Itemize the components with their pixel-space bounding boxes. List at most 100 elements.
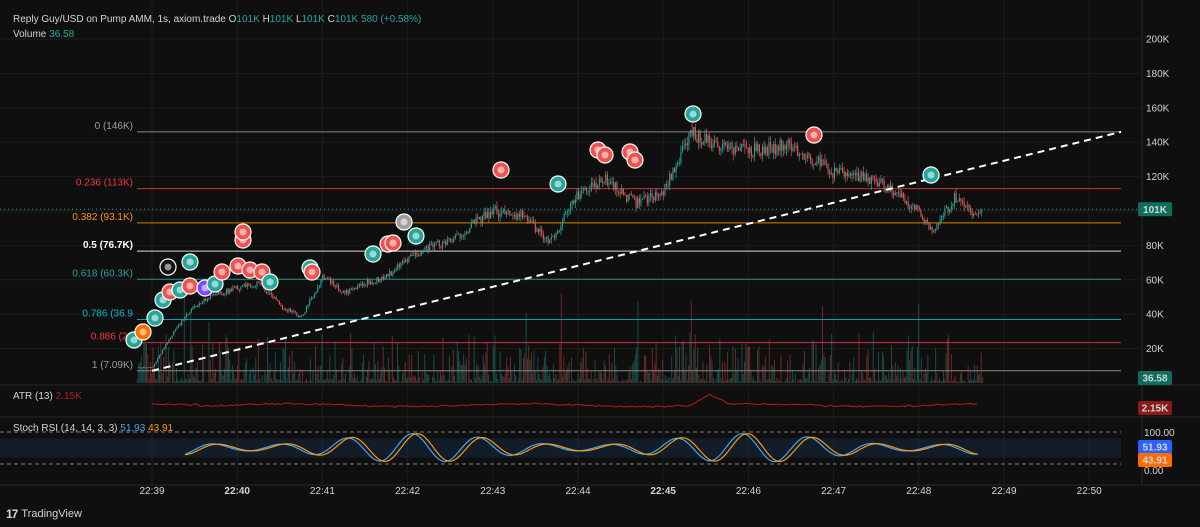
volume-bar (298, 373, 300, 383)
volume-bar (277, 379, 279, 383)
candle-body (341, 292, 343, 293)
volume-bar (400, 380, 402, 383)
volume-bar (235, 378, 237, 383)
volume-bar (823, 353, 825, 383)
volume-bar (931, 376, 933, 383)
volume-bar (662, 359, 664, 383)
candle-body (925, 219, 927, 223)
volume-bar (255, 357, 257, 383)
candle-body (170, 338, 172, 340)
candle-body (853, 172, 855, 174)
candle-body (822, 159, 824, 161)
volume-bar (196, 361, 198, 383)
candle-body (558, 230, 560, 232)
volume-bar (202, 344, 203, 383)
volume-bar (159, 369, 160, 383)
volume-bar (177, 378, 179, 383)
candle-body (614, 182, 616, 190)
volume-bar (527, 359, 528, 383)
volume-bar (605, 365, 606, 383)
volume-bar (387, 357, 389, 383)
volume-bar (651, 348, 653, 383)
volume-bar (727, 352, 729, 383)
volume-bar (616, 375, 618, 383)
tradingview-logo[interactable]: 17 TradingView (6, 507, 82, 521)
volume-bar (456, 341, 458, 383)
volume-bar (215, 368, 216, 383)
volume-bar (403, 371, 405, 383)
price-tick-label: 140K (1146, 138, 1170, 149)
volume-bar (715, 379, 717, 383)
volume-bar (446, 380, 448, 383)
candle-body (254, 286, 256, 288)
atr-legend[interactable]: ATR (13) 2.15K (13, 391, 82, 402)
candle-body (976, 213, 978, 215)
volume-bar (815, 344, 817, 383)
candle-body (246, 283, 248, 287)
volume-bar (911, 345, 913, 383)
volume-bar (780, 355, 782, 383)
candle-body (419, 254, 421, 256)
volume-bar (251, 380, 253, 383)
candle-body (470, 222, 472, 229)
candle-body (605, 174, 607, 182)
candle-body (693, 127, 695, 136)
candle-body (619, 192, 621, 195)
volume-bar (529, 360, 531, 383)
candle-body (816, 161, 818, 165)
candle-body (707, 135, 709, 143)
volume-bar (229, 359, 231, 383)
candle-body (581, 190, 583, 195)
candle-body (464, 233, 466, 236)
candle-body (328, 277, 330, 279)
volume-bar (607, 377, 609, 383)
candle-body (814, 164, 816, 165)
candle-body (259, 282, 261, 284)
candle-body (634, 197, 636, 199)
volume-bar (541, 379, 543, 383)
volume-bar (485, 352, 487, 383)
candle-body (819, 156, 821, 167)
candle-body (722, 143, 724, 149)
candle-body (334, 286, 336, 288)
volume-bar (650, 380, 652, 383)
volume-bar (677, 375, 679, 383)
candle-body (480, 217, 482, 223)
candle-body (238, 289, 240, 291)
volume-bar (642, 381, 644, 383)
volume-bar (913, 379, 914, 383)
volume-bar (187, 374, 189, 383)
volume-bar (378, 378, 380, 383)
candle-body (848, 173, 850, 177)
candle-body (566, 211, 568, 213)
candle-body (909, 207, 911, 209)
candle-body (768, 142, 770, 156)
volume-bar (640, 381, 641, 383)
volume-bar (274, 352, 276, 383)
volume-bar (147, 354, 149, 383)
volume-bar (309, 358, 311, 383)
candle-body (846, 172, 848, 177)
volume-bar (425, 372, 427, 383)
volume-bar (649, 372, 651, 383)
volume-bar (332, 379, 333, 383)
trade-marker-icon-core (554, 180, 562, 188)
volume-bar (433, 354, 435, 383)
volume-bar (325, 378, 327, 383)
volume-bar (865, 380, 866, 383)
volume-bar (224, 368, 225, 383)
candle-body (163, 348, 165, 350)
candle-body (326, 277, 328, 279)
symbol-title[interactable]: Reply Guy/USD on Pump AMM, 1s, axiom.tra… (13, 14, 226, 25)
volume-label[interactable]: Volume (13, 29, 47, 40)
volume-bar (901, 377, 903, 383)
candle-body (494, 206, 496, 208)
volume-bar (212, 343, 214, 383)
volume-bar (758, 346, 760, 383)
candle-body (186, 314, 188, 317)
stoch-legend[interactable]: Stoch RSI (14, 14, 3, 3) 51.93 43.91 (13, 423, 173, 434)
trade-markers (125, 105, 940, 349)
volume-bar (618, 380, 619, 383)
candle-body (643, 195, 645, 199)
